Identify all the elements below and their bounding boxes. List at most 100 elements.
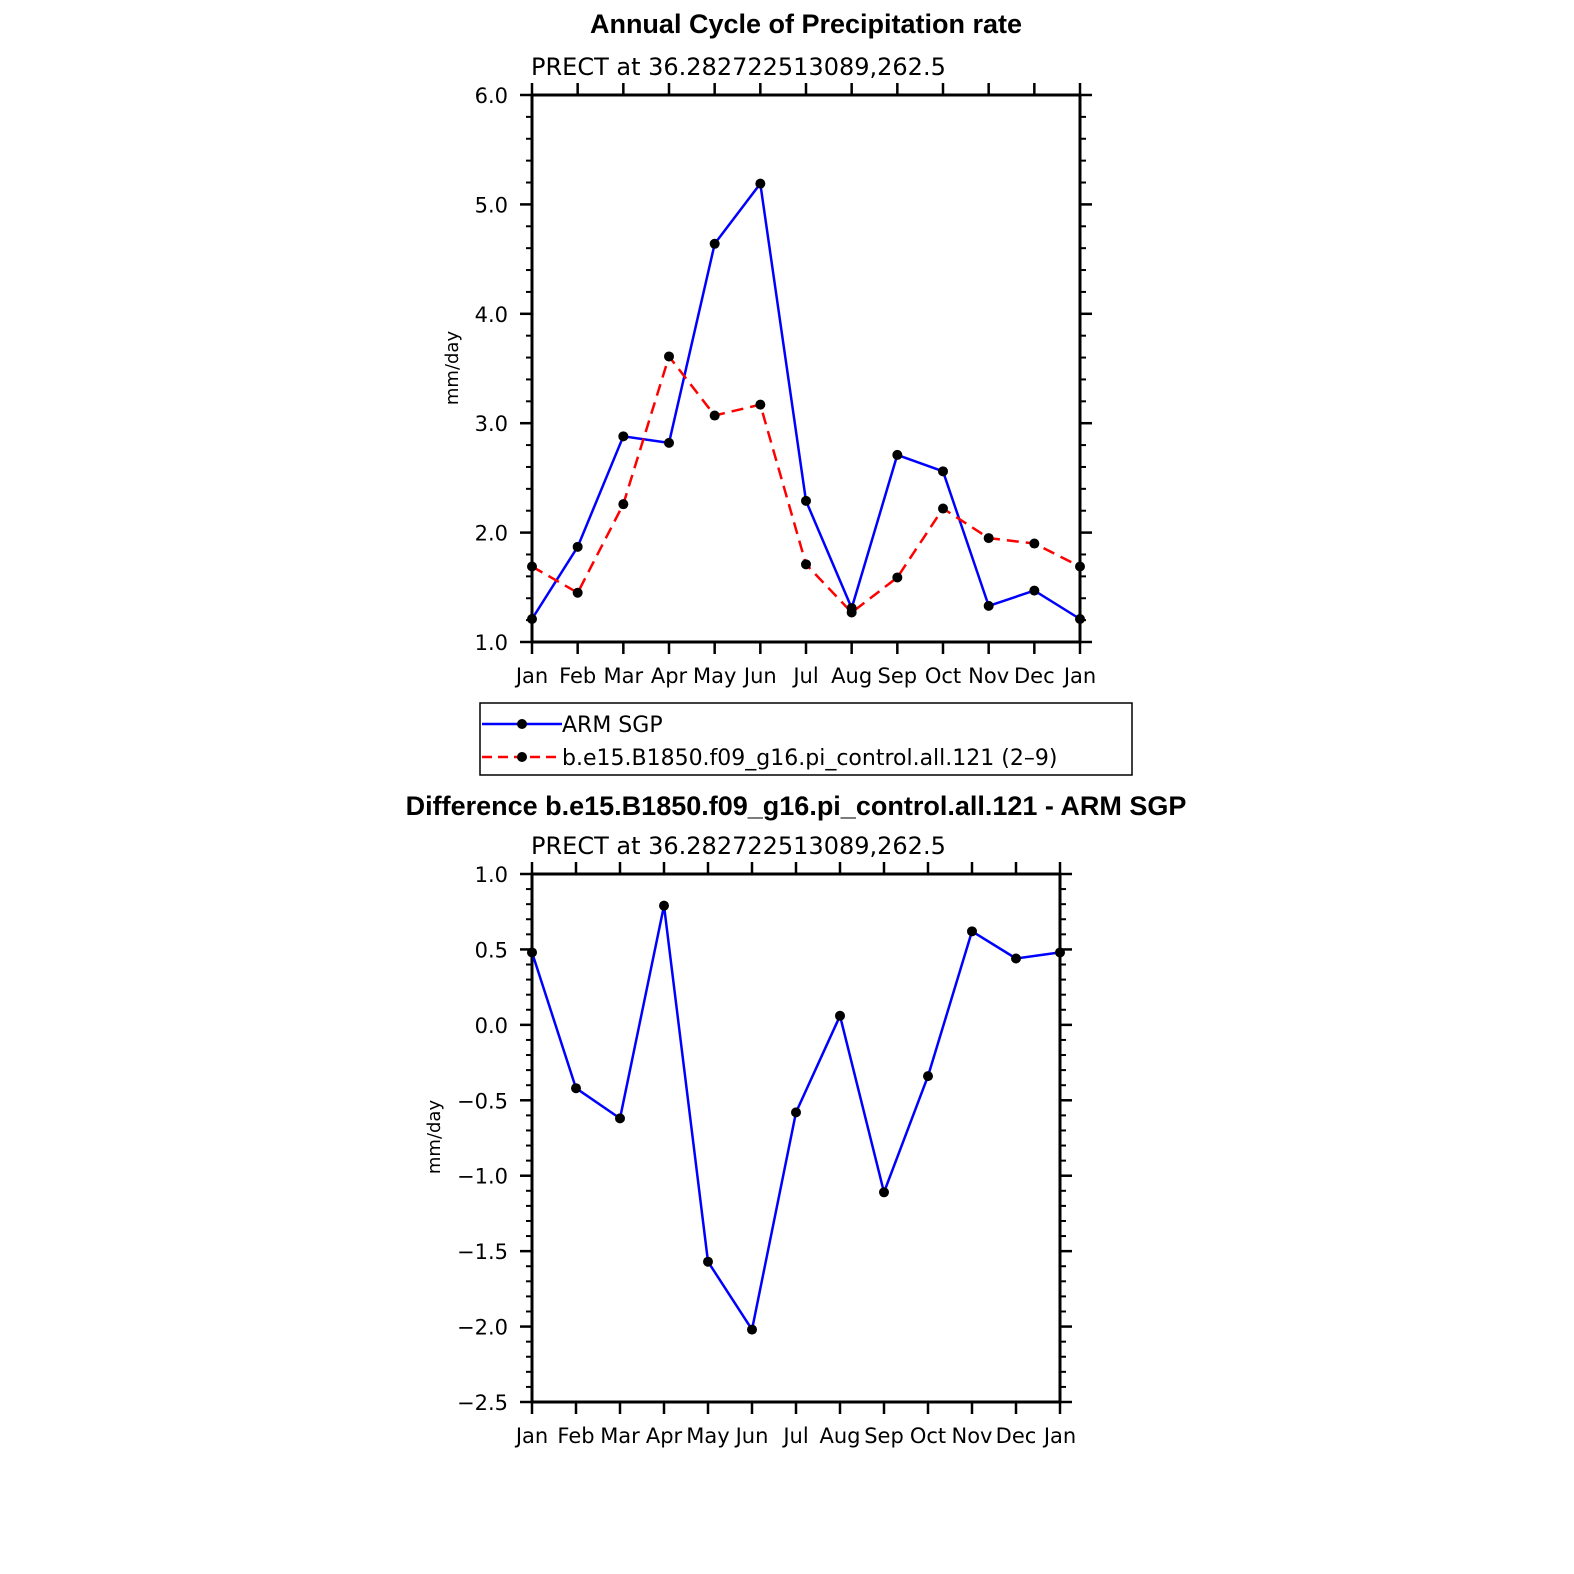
chart1-axes [520,83,1092,654]
chart2-series-1-point [747,1324,757,1335]
chart2-x-tick-labels: Jan Feb Mar Apr May Jun Jul Aug Sep Oct Nov Dec Jan [514,1424,1076,1448]
chart1-y-tick-label: 1.0 [475,631,508,655]
legend-marker-model [517,752,527,762]
chart2-x-tick-label: May [686,1424,729,1448]
chart1-series-2-point [1029,538,1040,549]
chart1-subtitle: PRECT at 36.282722513089,262.5 [531,53,946,81]
chart2-x-tick-label: Mar [600,1424,640,1448]
chart1-series-2-point [983,533,994,544]
chart2-subtitle: PRECT at 36.282722513089,262.5 [531,832,946,860]
chart2-series-1-point [879,1187,889,1198]
chart2-y-tick-labels: −2.5 −2.0 −1.5 −1.0 −0.5 0.0 0.5 1.0 [457,863,508,1415]
chart2-series-1-point [703,1256,713,1267]
chart1-series-1-point [618,431,629,442]
chart1-series-2-point [664,351,674,362]
chart2-title: Difference b.e15.B1850.f09_g16.pi_contro… [406,791,1187,821]
legend-marker-arm-sgp [517,719,527,729]
chart-annual-cycle: Annual Cycle of Precipitation rate PRECT… [442,9,1096,688]
chart1-x-tick-label: May [693,664,736,688]
chart2-y-tick-label: 0.0 [475,1014,508,1038]
chart1-x-tick-label: Feb [559,664,596,688]
legend-label-model: b.e15.B1850.f09_g16.pi_control.all.121 (… [562,746,1057,771]
chart2-x-tick-label: Sep [864,1424,904,1448]
chart2-x-tick-label: Apr [646,1424,683,1448]
chart2-series-1-point [967,926,977,937]
chart2-y-tick-label: −1.5 [457,1240,508,1264]
chart1-y-tick-label: 6.0 [475,84,508,108]
legend-label-arm-sgp: ARM SGP [562,713,663,738]
chart2-y-tick-label: −1.0 [457,1165,508,1189]
chart1-series-2-point [618,499,629,510]
chart1-x-tick-label: Jul [791,664,818,688]
chart1-x-tick-label: Jan [1062,664,1096,688]
chart1-series-1-point [572,541,583,552]
chart2-series-1-point [571,1083,581,1094]
chart1-series-1-point [892,449,903,460]
chart2-x-tick-label: Nov [952,1424,993,1448]
chart1-x-tick-label: Mar [604,664,644,688]
chart1-series-1-line [530,182,1081,621]
chart1-series-2-point [892,572,903,583]
chart1-series-1-point [709,238,720,249]
chart1-x-tick-label: Nov [968,664,1009,688]
chart1-x-tick-label: Aug [831,664,872,688]
legend: ARM SGP b.e15.B1850.f09_g16.pi_control.a… [479,702,1133,776]
chart2-series [527,900,1065,1335]
chart2-x-tick-label: Jan [514,1424,548,1448]
chart2-x-tick-label: Feb [557,1424,594,1448]
chart-difference: Difference b.e15.B1850.f09_g16.pi_contro… [406,791,1187,1448]
chart1-x-tick-label: Sep [878,664,918,688]
chart2-x-tick-label: Jan [1042,1424,1076,1448]
chart1-series-1-point [755,178,766,189]
chart1-series-1-point [938,466,948,477]
chart2-series-1-point [527,947,537,958]
chart1-title: Annual Cycle of Precipitation rate [590,9,1022,39]
chart1-series [527,178,1085,625]
chart1-series-1-point [801,495,811,506]
chart1-series-1-point [1075,614,1085,625]
chart1-x-tick-label: Jan [514,664,548,688]
chart2-y-tick-label: 1.0 [475,863,508,887]
chart2-series-1-point [923,1071,933,1082]
chart2-x-tick-label: Jun [734,1424,769,1448]
chart2-series-1-point [1055,947,1065,958]
chart1-series-2-point [709,410,720,421]
chart2-x-tick-label: Aug [819,1424,860,1448]
chart2-axes [520,862,1072,1414]
chart1-y-tick-labels: 1.0 2.0 3.0 4.0 5.0 6.0 [475,84,508,655]
chart2-y-tick-label: −0.5 [457,1089,508,1113]
chart1-series-2-line [531,355,1081,614]
chart2-x-tick-label: Jul [781,1424,808,1448]
chart2-series-1-point [615,1113,625,1124]
chart1-series-1-point [1029,585,1040,596]
chart2-x-tick-label: Dec [996,1424,1037,1448]
chart1-series-2-point [755,399,766,410]
chart1-series-2-point [846,607,857,618]
chart2-series-1-line [530,904,1061,1331]
chart1-series-1-point [664,437,674,448]
chart1-y-tick-label: 2.0 [475,522,508,546]
chart1-x-tick-label: Dec [1014,664,1055,688]
chart2-series-1-point [1011,953,1021,964]
chart1-series-2-point [1075,561,1085,572]
chart2-series-1-point [835,1010,845,1021]
chart1-x-tick-label: Apr [651,664,688,688]
chart1-y-tick-label: 4.0 [475,303,508,327]
chart2-x-tick-label: Oct [910,1424,946,1448]
legend-box [479,702,1133,776]
chart1-series-2-point [938,503,948,514]
chart2-series-1-point [791,1107,801,1118]
chart2-y-tick-label: 0.5 [475,938,508,962]
chart2-y-axis-label: mm/day [424,1100,445,1175]
chart1-x-tick-label: Jun [742,664,777,688]
chart2-series-1-point [659,900,669,911]
chart1-series-2-point [572,587,583,598]
chart1-series-2-point [801,559,811,570]
chart2-y-tick-label: −2.0 [457,1316,508,1340]
chart1-y-axis-label: mm/day [442,331,463,406]
chart1-y-tick-label: 5.0 [475,193,508,217]
chart1-y-tick-label: 3.0 [475,412,508,436]
chart2-y-tick-label: −2.5 [457,1391,508,1415]
chart1-x-tick-labels: Jan Feb Mar Apr May Jun Jul Aug Sep Oct Nov Dec Jan [514,664,1096,688]
